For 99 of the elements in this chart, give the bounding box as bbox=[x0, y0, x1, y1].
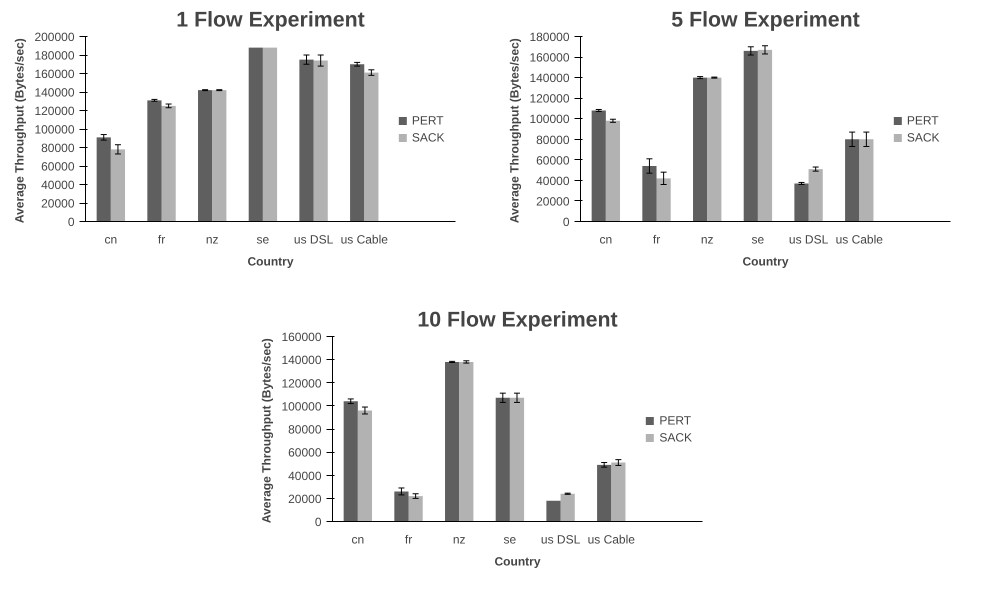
bar bbox=[459, 362, 474, 522]
x-tick-label: us DSL bbox=[540, 532, 581, 546]
bar bbox=[394, 491, 409, 522]
bar bbox=[313, 60, 328, 222]
x-axis-title: Country bbox=[742, 254, 788, 268]
x-tick-label: nz bbox=[452, 532, 466, 546]
bar bbox=[212, 90, 226, 222]
x-tick-label: us DSL bbox=[293, 232, 334, 246]
y-axis-title: Average Throughput (Bytes/sec) bbox=[12, 38, 26, 224]
y-tick-label: 0 bbox=[562, 215, 570, 229]
bar bbox=[510, 398, 524, 522]
y-tick-label: 100000 bbox=[281, 399, 322, 414]
y-tick-label: 180000 bbox=[34, 48, 74, 62]
y-tick-label: 60000 bbox=[288, 446, 322, 460]
y-tick-label: 40000 bbox=[40, 178, 74, 192]
bar bbox=[198, 90, 212, 222]
x-axis-title: Country bbox=[247, 254, 294, 268]
x-tick-label: se bbox=[256, 232, 270, 246]
y-tick-label: 20000 bbox=[40, 196, 74, 210]
bar bbox=[496, 398, 510, 522]
y-tick-label: 160000 bbox=[34, 67, 74, 81]
x-tick-label: us Cable bbox=[340, 232, 388, 246]
bar bbox=[560, 494, 575, 522]
x-tick-label: us DSL bbox=[788, 232, 828, 246]
bar bbox=[161, 106, 176, 222]
bar bbox=[743, 50, 758, 222]
bar bbox=[591, 110, 606, 222]
x-tick-label: nz bbox=[700, 232, 714, 246]
y-tick-label: 140000 bbox=[34, 86, 74, 100]
y-tick-label: 0 bbox=[67, 215, 74, 229]
y-tick-label: 80000 bbox=[40, 141, 74, 155]
bar bbox=[445, 362, 460, 522]
y-tick-label: 40000 bbox=[536, 174, 570, 188]
bar bbox=[364, 72, 378, 222]
y-tick-label: 140000 bbox=[528, 71, 570, 86]
y-tick-label: 120000 bbox=[528, 92, 570, 106]
chart-title: 5 Flow Experiment bbox=[670, 8, 860, 32]
bar bbox=[110, 149, 125, 222]
bar bbox=[642, 166, 656, 222]
bar bbox=[350, 64, 364, 222]
y-tick-label: 100000 bbox=[34, 122, 74, 136]
y-tick-label: 40000 bbox=[288, 468, 322, 483]
x-tick-label: se bbox=[751, 232, 764, 246]
bar bbox=[611, 462, 626, 522]
x-axis-title: Country bbox=[494, 554, 541, 568]
chart-title: 1 Flow Experiment bbox=[176, 8, 364, 32]
y-tick-label: 60000 bbox=[536, 153, 570, 168]
bar bbox=[706, 78, 721, 222]
x-tick-label: cn bbox=[104, 232, 117, 246]
bar bbox=[358, 410, 372, 522]
bar bbox=[794, 183, 808, 222]
bar bbox=[605, 120, 620, 222]
y-tick-label: 80000 bbox=[536, 132, 570, 147]
bar bbox=[146, 100, 162, 222]
bar bbox=[262, 48, 277, 222]
bar bbox=[546, 500, 561, 522]
bar bbox=[597, 464, 612, 522]
y-axis-title: Average Throughput (Bytes/sec) bbox=[259, 338, 274, 524]
x-tick-label: fr bbox=[404, 532, 412, 546]
x-tick-label: nz bbox=[205, 232, 218, 246]
bar bbox=[344, 401, 358, 522]
legend-label: PERT bbox=[906, 113, 939, 127]
bar bbox=[248, 48, 262, 222]
x-tick-label: us Cable bbox=[588, 532, 636, 546]
bar bbox=[757, 50, 772, 222]
legend-label: SACK bbox=[659, 430, 692, 444]
bar bbox=[96, 137, 110, 222]
y-axis-title: Average Throughput (Bytes/sec) bbox=[506, 38, 521, 224]
y-tick-label: 100000 bbox=[528, 112, 570, 126]
y-tick-label: 200000 bbox=[34, 30, 74, 44]
legend-label: PERT bbox=[412, 113, 444, 127]
x-tick-label: fr bbox=[157, 232, 165, 246]
y-tick-label: 120000 bbox=[281, 376, 322, 390]
y-tick-label: 60000 bbox=[40, 160, 74, 174]
x-tick-label: fr bbox=[652, 232, 660, 246]
legend-label: SACK bbox=[412, 130, 444, 144]
bar bbox=[656, 178, 670, 222]
chart-title: 10 Flow Experiment bbox=[417, 308, 618, 332]
legend-label: SACK bbox=[906, 130, 940, 144]
y-tick-label: 180000 bbox=[528, 30, 570, 44]
y-tick-label: 160000 bbox=[281, 330, 322, 344]
bar bbox=[408, 496, 423, 522]
x-tick-label: cn bbox=[599, 232, 612, 246]
bar bbox=[692, 78, 707, 222]
x-tick-label: cn bbox=[352, 532, 364, 546]
bar bbox=[298, 60, 314, 222]
x-tick-label: se bbox=[504, 532, 517, 546]
bar bbox=[844, 139, 859, 222]
y-tick-label: 20000 bbox=[288, 492, 322, 506]
bar bbox=[858, 139, 873, 222]
bar bbox=[808, 169, 822, 222]
y-tick-label: 20000 bbox=[536, 194, 570, 208]
y-tick-label: 80000 bbox=[288, 422, 322, 436]
x-tick-label: us Cable bbox=[835, 232, 883, 246]
y-tick-label: 160000 bbox=[528, 50, 570, 65]
y-tick-label: 0 bbox=[314, 515, 322, 529]
y-tick-label: 140000 bbox=[281, 353, 322, 368]
y-tick-label: 120000 bbox=[34, 104, 74, 118]
legend-label: PERT bbox=[659, 413, 692, 427]
